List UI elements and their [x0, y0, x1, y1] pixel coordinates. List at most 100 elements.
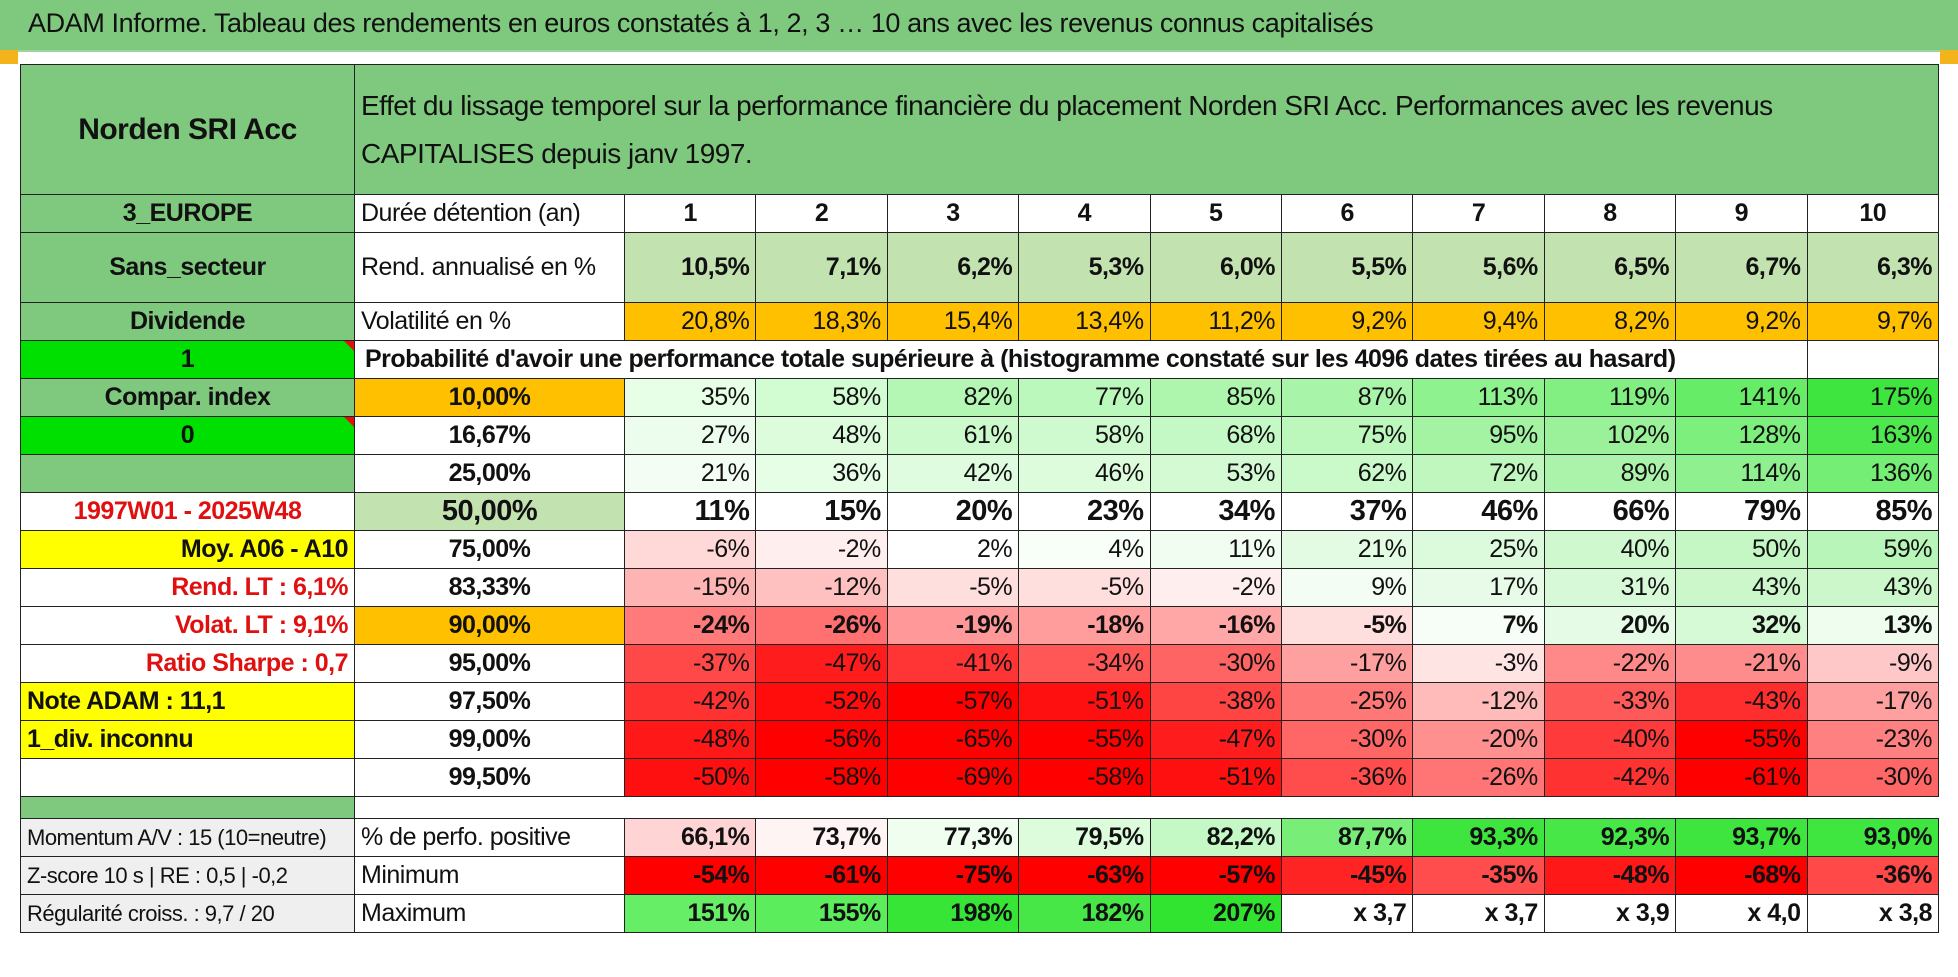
- min-row: Z-score 10 s | RE : 0,5 | -0,2 Minimum -54…: [20, 856, 1939, 895]
- quantile-cell-8: 40%: [1543, 530, 1677, 569]
- moy-label: Moy. A06 - A10: [20, 530, 355, 569]
- momentum-label: Momentum A/V : 15 (10=neutre): [20, 818, 355, 857]
- min-row-cell-4: -63%: [1018, 856, 1151, 895]
- quantile-cell-4: -18%: [1018, 606, 1151, 645]
- min-row-cell-3: -75%: [886, 856, 1020, 895]
- vol-cell-1: 20,8%: [623, 302, 757, 341]
- quantile-cell-3: 82%: [886, 378, 1020, 417]
- quantile-cell-5: -47%: [1149, 720, 1282, 759]
- quantile-label: 97,50%: [354, 682, 625, 721]
- quantile-cell-2: -58%: [755, 758, 888, 797]
- quantile-cell-2: 48%: [755, 416, 888, 455]
- max-row-cell-7: x 3,7: [1412, 894, 1545, 933]
- quantile-label: 50,00%: [354, 492, 625, 531]
- quantile-cell-8: -33%: [1543, 682, 1677, 721]
- spacer-blank: [354, 796, 1939, 819]
- rend-cell-5: 6,0%: [1149, 232, 1282, 303]
- year-header-5: 5: [1149, 194, 1282, 233]
- vol-cell-2: 18,3%: [755, 302, 888, 341]
- quantile-label: 99,50%: [354, 758, 625, 797]
- pos-row: Momentum A/V : 15 (10=neutre)% de perfo.…: [20, 818, 1939, 857]
- quantile-cell-7: 17%: [1412, 568, 1545, 607]
- quantile-cell-1: 11%: [623, 492, 757, 531]
- quantile-cell-2: -2%: [755, 530, 888, 569]
- min-row-cell-6: -45%: [1280, 856, 1414, 895]
- sharpe-label: Ratio Sharpe : 0,7: [20, 644, 355, 683]
- max-row-cell-10: x 3,8: [1806, 894, 1939, 933]
- quantile-cell-2: -52%: [755, 682, 888, 721]
- quantile-cell-8: 66%: [1543, 492, 1677, 531]
- quantile-cell-5: -2%: [1149, 568, 1282, 607]
- vol-cell-7: 9,4%: [1412, 302, 1545, 341]
- quantile-cell-8: 102%: [1543, 416, 1677, 455]
- vol-label: Volatilité en %: [354, 302, 625, 341]
- quantile-cell-3: -69%: [886, 758, 1020, 797]
- rend-cell-7: 5,6%: [1412, 232, 1545, 303]
- rend-lt-label: Rend. LT : 6,1%: [20, 568, 355, 607]
- quantile-cell-3: -5%: [886, 568, 1020, 607]
- quantile-row: 1_div. inconnu 99,00% -48% -56% -65% -55% -47%…: [20, 720, 1939, 759]
- quantile-cell-8: 119%: [1543, 378, 1677, 417]
- quantile-cell-4: -51%: [1018, 682, 1151, 721]
- quantile-row: Note ADAM : 11,1 97,50% -42% -52% -57% -51% -3…: [20, 682, 1939, 721]
- quantile-row: Ratio Sharpe : 0,7 95,00% -37% -47% -41% -34%…: [20, 644, 1939, 683]
- quantile-cell-9: -55%: [1675, 720, 1808, 759]
- max-row-cell-6: x 3,7: [1280, 894, 1414, 933]
- quantile-cell-5: 68%: [1149, 416, 1282, 455]
- quantile-cell-5: -51%: [1149, 758, 1282, 797]
- spacer-row: [20, 796, 1939, 819]
- quantile-cell-4: 77%: [1018, 378, 1151, 417]
- quantile-cell-10: 136%: [1806, 454, 1939, 493]
- quantile-cell-9: 43%: [1675, 568, 1808, 607]
- period-label: 1997W01 - 2025W48: [20, 492, 355, 531]
- pos-row-cell-6: 87,7%: [1280, 818, 1414, 857]
- quantile-cell-5: -38%: [1149, 682, 1282, 721]
- title-bar: ADAM Informe. Tableau des rendements en …: [0, 0, 1958, 52]
- quantile-row: Volat. LT : 9,1% 90,00% -24% -26% -19% -18% -1…: [20, 606, 1939, 645]
- year-header-3: 3: [886, 194, 1020, 233]
- year-header-2: 2: [755, 194, 888, 233]
- quantile-label: 95,00%: [354, 644, 625, 683]
- min-label: Minimum: [354, 856, 625, 895]
- quantile-cell-10: 85%: [1806, 492, 1939, 531]
- quantile-cell-4: -58%: [1018, 758, 1151, 797]
- spacer-green: [20, 796, 355, 819]
- min-row-cell-2: -61%: [755, 856, 888, 895]
- pos-row-cell-10: 93,0%: [1806, 818, 1939, 857]
- quantile-cell-3: -19%: [886, 606, 1020, 645]
- quantile-cell-4: 23%: [1018, 492, 1151, 531]
- compar-index-value[interactable]: 0: [20, 416, 355, 455]
- duree-label: Durée détention (an): [354, 194, 625, 233]
- quantile-cell-1: -15%: [623, 568, 757, 607]
- regularite-label: Régularité croiss. : 9,7 / 20: [20, 894, 355, 933]
- quantile-cell-1: 35%: [623, 378, 757, 417]
- quantile-cell-3: 61%: [886, 416, 1020, 455]
- quantile-cell-4: -34%: [1018, 644, 1151, 683]
- vol-cell-3: 15,4%: [886, 302, 1020, 341]
- compar-index-label: Compar. index: [20, 378, 355, 417]
- quantile-cell-6: -25%: [1280, 682, 1414, 721]
- min-row-cell-5: -57%: [1149, 856, 1282, 895]
- quantile-cell-3: 2%: [886, 530, 1020, 569]
- performance-table: Norden SRI Acc Effet du lissage temporel…: [20, 64, 1939, 933]
- quantile-cell-6: -5%: [1280, 606, 1414, 645]
- corner-marker-right: [1940, 50, 1958, 64]
- quantile-cell-7: 95%: [1412, 416, 1545, 455]
- year-header-4: 4: [1018, 194, 1151, 233]
- quantile-cell-6: -30%: [1280, 720, 1414, 759]
- quantile-cell-1: 27%: [623, 416, 757, 455]
- quantile-cell-3: 20%: [886, 492, 1020, 531]
- zone-label: 3_EUROPE: [20, 194, 355, 233]
- max-row-cell-3: 198%: [886, 894, 1020, 933]
- rend-cell-8: 6,5%: [1543, 232, 1677, 303]
- quantile-cell-9: -61%: [1675, 758, 1808, 797]
- quantile-cell-6: 21%: [1280, 530, 1414, 569]
- quantile-cell-10: 175%: [1806, 378, 1939, 417]
- year-header-6: 6: [1280, 194, 1414, 233]
- vol-cell-6: 9,2%: [1280, 302, 1414, 341]
- dividende-value-cell[interactable]: 1: [20, 340, 355, 379]
- quantile-cell-2: 36%: [755, 454, 888, 493]
- quantile-cell-4: -55%: [1018, 720, 1151, 759]
- quantile-cell-4: 4%: [1018, 530, 1151, 569]
- proba-row: 1 Probabilité d'avoir une performance to…: [20, 340, 1939, 379]
